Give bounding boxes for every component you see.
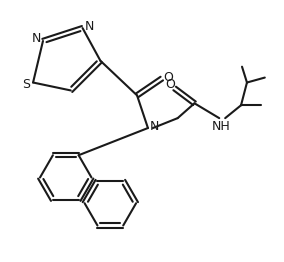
Text: O: O xyxy=(163,71,173,84)
Text: NH: NH xyxy=(212,119,231,133)
Text: N: N xyxy=(150,119,160,133)
Text: S: S xyxy=(22,78,30,91)
Text: O: O xyxy=(165,78,175,91)
Text: N: N xyxy=(31,32,41,46)
Text: N: N xyxy=(85,20,94,33)
